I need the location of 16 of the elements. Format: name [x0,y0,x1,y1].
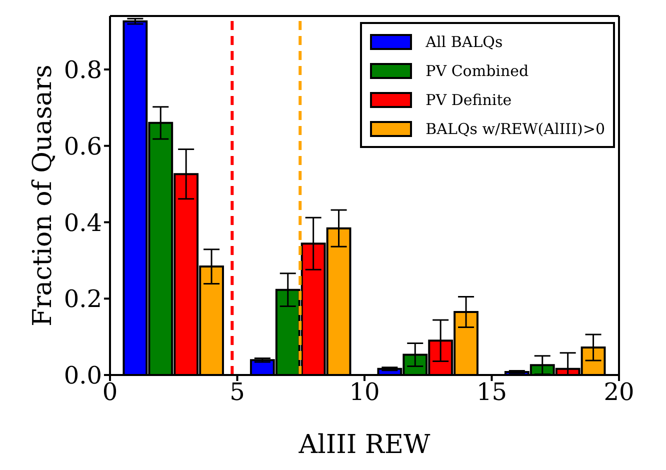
y-tick-label: 0.6 [64,132,102,160]
y-tick-label: 0.8 [64,56,102,84]
legend-label: PV Definite [426,90,512,108]
legend-label: All BALQs [426,32,503,50]
legend-label: PV Combined [426,62,529,80]
y-tick-label: 0.4 [64,208,102,237]
y-tick-label: 0.0 [64,362,102,390]
x-tick-label: 20 [604,378,634,406]
x-tick-label: 15 [476,378,508,406]
x-tick-label: 5 [230,378,245,406]
x-axis-title: AlIII REW [298,430,430,460]
y-tick-label: 0.2 [64,285,102,314]
y-axis-title: Fraction of Quasars [28,64,58,326]
x-tick-label: 0 [102,378,118,406]
legend-label: BALQs w/REW(AlIII)>0 [426,120,605,138]
x-tick-label: 10 [349,378,380,406]
